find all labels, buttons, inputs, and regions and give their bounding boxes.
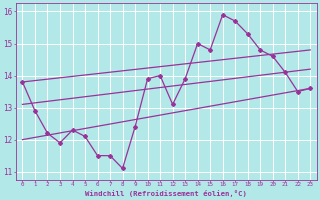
- X-axis label: Windchill (Refroidissement éolien,°C): Windchill (Refroidissement éolien,°C): [85, 190, 247, 197]
